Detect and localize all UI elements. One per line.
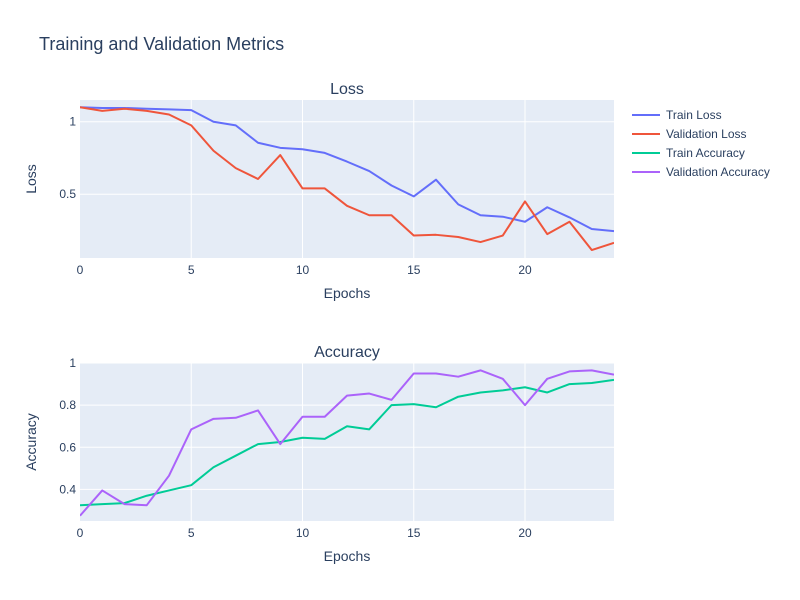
x-tick-label-0-2: 10	[296, 263, 310, 277]
legend-label: Validation Accuracy	[666, 165, 770, 179]
x-tick-label-0-1: 5	[188, 263, 195, 277]
x-tick-label-0-4: 20	[518, 263, 532, 277]
legend-item-train-accuracy[interactable]: Train Accuracy	[632, 146, 745, 160]
series-line-train-accuracy[interactable]	[80, 378, 614, 507]
x-axis-title-1: Epochs	[324, 548, 371, 564]
y-tick-label-0-0: 0.5	[59, 187, 76, 201]
y-axis-title-1: Accuracy	[23, 413, 39, 471]
subplot-title-1: Accuracy	[314, 344, 380, 361]
y-tick-label-1-1: 0.6	[59, 440, 76, 454]
series-line-validation-accuracy[interactable]	[80, 369, 614, 517]
x-tick-label-0-0: 0	[77, 263, 84, 277]
y-tick-label-1-3: 1	[69, 356, 76, 370]
series-line-train-loss[interactable]	[80, 106, 614, 233]
subplot-title-0: Loss	[330, 81, 364, 98]
series-line-validation-loss[interactable]	[80, 106, 614, 252]
legend-item-validation-loss[interactable]: Validation Loss	[632, 127, 747, 141]
y-tick-label-0-1: 1	[69, 115, 76, 129]
legend-item-validation-accuracy[interactable]: Validation Accuracy	[632, 165, 770, 179]
legend-label: Train Accuracy	[666, 146, 745, 160]
x-axis-title-0: Epochs	[324, 285, 371, 301]
y-tick-label-1-2: 0.8	[59, 398, 76, 412]
plot-area-0	[80, 100, 614, 258]
x-tick-label-1-2: 10	[296, 526, 310, 540]
legend-label: Validation Loss	[666, 127, 747, 141]
figure-title: Training and Validation Metrics	[39, 34, 284, 54]
x-tick-label-1-1: 5	[188, 526, 195, 540]
x-tick-label-1-4: 20	[518, 526, 532, 540]
subplot-0: 0 5 10 15 20 0.5 1 Loss Epochs Loss	[23, 81, 614, 301]
legend-label: Train Loss	[666, 108, 722, 122]
legend-item-train-loss[interactable]: Train Loss	[632, 108, 722, 122]
plot-area-1	[80, 363, 614, 521]
x-tick-label-1-0: 0	[77, 526, 84, 540]
x-tick-label-0-3: 15	[407, 263, 421, 277]
legend[interactable]: Train Loss Validation Loss Train Accuracy V…	[632, 108, 770, 179]
y-axis-title-0: Loss	[23, 164, 39, 194]
x-tick-label-1-3: 15	[407, 526, 421, 540]
y-tick-label-1-0: 0.4	[59, 482, 76, 496]
subplot-1: 0 5 10 15 20 0.4 0.6 0.8 1 Accuracy Epochs Accuracy	[23, 344, 614, 564]
